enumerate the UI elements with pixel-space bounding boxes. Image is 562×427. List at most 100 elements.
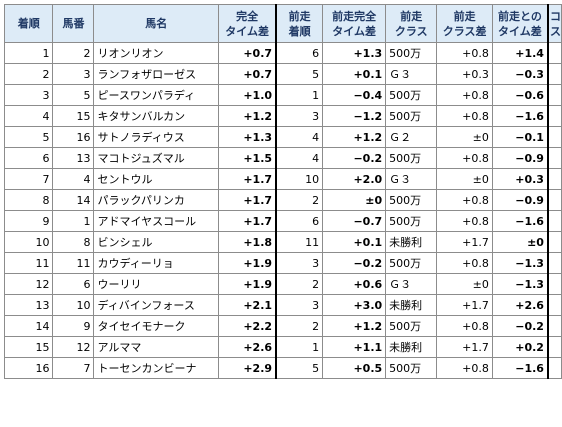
prev-class-cell: 500万: [385, 84, 438, 106]
prev-class-cell: 500万: [385, 357, 438, 379]
prev-rank-cell: 2: [275, 315, 324, 337]
prev-class-diff-cell: +0.8: [436, 357, 493, 379]
prev-full-time-diff-cell: −0.2: [322, 147, 387, 169]
prev-class-diff-cell: ±0: [436, 273, 493, 295]
prev-full-time-diff-cell: +1.3: [322, 42, 387, 64]
prev-time-diff-cell: −1.6: [491, 105, 549, 127]
prev-rank-cell: 2: [275, 189, 324, 211]
extra-cut-cell: [546, 42, 562, 64]
rank-cell: 8: [3, 189, 54, 211]
horse-name-cell: タイセイモナーク: [93, 315, 220, 337]
full-time-diff-cell: +2.2: [218, 315, 277, 337]
results-body: 1 2 リオンリオン +0.7 6 +1.3 500万 +0.8 +1.4 2 3 ランフォザローゼス…: [3, 42, 562, 379]
prev-full-time-diff-cell: +1.2: [322, 315, 387, 337]
prev-time-diff-cell: −0.6: [491, 84, 549, 106]
extra-cut-cell: [546, 336, 562, 358]
full-time-diff-cell: +1.7: [218, 168, 277, 190]
extra-cut-cell: [546, 357, 562, 379]
prev-class-cell: 500万: [385, 42, 438, 64]
prev-time-diff-cell: −0.3: [491, 63, 549, 85]
horse-number-cell: 15: [52, 105, 95, 127]
extra-cut-cell: [546, 189, 562, 211]
horse-number-cell: 5: [52, 84, 95, 106]
header-prev-class-diff: 前走 クラス差: [436, 4, 493, 43]
horse-name-cell: ピースワンパラディ: [93, 84, 220, 106]
horse-name-cell: アドマイヤスコール: [93, 210, 220, 232]
horse-name-cell: トーセンカンビーナ: [93, 357, 220, 379]
full-time-diff-cell: +0.7: [218, 42, 277, 64]
extra-cut-cell: [546, 231, 562, 253]
extra-cut-cell: [546, 210, 562, 232]
prev-class-diff-cell: +1.7: [436, 336, 493, 358]
prev-time-diff-cell: +0.3: [491, 168, 549, 190]
prev-class-diff-cell: +0.8: [436, 105, 493, 127]
prev-time-diff-cell: −0.9: [491, 189, 549, 211]
horse-name-cell: サトノラディウス: [93, 126, 220, 148]
extra-cut-cell: [546, 273, 562, 295]
rank-cell: 11: [3, 252, 54, 274]
rank-cell: 16: [3, 357, 54, 379]
rank-cell: 15: [3, 336, 54, 358]
horse-number-cell: 14: [52, 189, 95, 211]
full-time-diff-cell: +1.7: [218, 210, 277, 232]
rank-cell: 5: [3, 126, 54, 148]
prev-class-diff-cell: +0.8: [436, 147, 493, 169]
prev-class-cell: 500万: [385, 105, 438, 127]
full-time-diff-cell: +1.8: [218, 231, 277, 253]
prev-class-cell: 500万: [385, 147, 438, 169]
prev-time-diff-cell: −1.6: [491, 210, 549, 232]
prev-class-diff-cell: ±0: [436, 168, 493, 190]
rank-cell: 4: [3, 105, 54, 127]
prev-rank-cell: 4: [275, 147, 324, 169]
full-time-diff-cell: +2.6: [218, 336, 277, 358]
full-time-diff-cell: +1.0: [218, 84, 277, 106]
horse-number-cell: 13: [52, 147, 95, 169]
horse-number-cell: 8: [52, 231, 95, 253]
table-row: 7 4 セントウル +1.7 10 +2.0 Ｇ３ ±0 +0.3: [3, 168, 562, 190]
header-prev-class-line2: クラス: [394, 24, 428, 38]
extra-cut-cell: [546, 84, 562, 106]
horse-number-cell: 6: [52, 273, 95, 295]
horse-name-cell: キタサンバルカン: [93, 105, 220, 127]
prev-full-time-diff-cell: +2.0: [322, 168, 387, 190]
prev-rank-cell: 10: [275, 168, 324, 190]
rank-cell: 9: [3, 210, 54, 232]
prev-rank-cell: 1: [275, 84, 324, 106]
header-prev-full-time-diff-line2: タイム差: [332, 24, 377, 38]
header-prev-rank-line1: 前走: [288, 9, 311, 23]
prev-class-diff-cell: +0.8: [436, 315, 493, 337]
rank-cell: 10: [3, 231, 54, 253]
header-extra-cut: コス: [546, 4, 562, 43]
header-full-time-diff-line2: タイム差: [225, 24, 269, 38]
prev-full-time-diff-cell: −0.2: [322, 252, 387, 274]
header-full-time-diff-line1: 完全: [236, 9, 259, 23]
table-row: 10 8 ビンシェル +1.8 11 +0.1 未勝利 +1.7 ±0: [3, 231, 562, 253]
horse-number-cell: 10: [52, 294, 95, 316]
prev-rank-cell: 11: [275, 231, 324, 253]
race-results-table: 着順 馬番 馬名 完全 タイム差 前走 着順 前走完全 タイム差 前走 クラス 前走 クラ…: [3, 4, 562, 379]
prev-class-cell: 500万: [385, 210, 438, 232]
prev-full-time-diff-cell: +1.1: [322, 336, 387, 358]
horse-number-cell: 4: [52, 168, 95, 190]
full-time-diff-cell: +1.2: [218, 105, 277, 127]
rank-cell: 6: [3, 147, 54, 169]
table-row: 6 13 マコトジュズマル +1.5 4 −0.2 500万 +0.8 −0.9: [3, 147, 562, 169]
horse-name-cell: ウーリリ: [93, 273, 220, 295]
table-row: 5 16 サトノラディウス +1.3 4 +1.2 Ｇ２ ±0 −0.1: [3, 126, 562, 148]
rank-cell: 3: [3, 84, 54, 106]
prev-full-time-diff-cell: ±0: [322, 189, 387, 211]
table-row: 9 1 アドマイヤスコール +1.7 6 −0.7 500万 +0.8 −1.6: [3, 210, 562, 232]
prev-rank-cell: 3: [275, 294, 324, 316]
table-row: 4 15 キタサンバルカン +1.2 3 −1.2 500万 +0.8 −1.6: [3, 105, 562, 127]
header-prev-rank: 前走 着順: [275, 4, 324, 43]
horse-name-cell: ディバインフォース: [93, 294, 220, 316]
prev-time-diff-cell: +0.2: [491, 336, 549, 358]
prev-time-diff-cell: −1.3: [491, 252, 549, 274]
extra-cut-cell: [546, 126, 562, 148]
rank-cell: 12: [3, 273, 54, 295]
prev-time-diff-cell: ±0: [491, 231, 549, 253]
prev-rank-cell: 5: [275, 357, 324, 379]
prev-time-diff-cell: +2.6: [491, 294, 549, 316]
header-row: 着順 馬番 馬名 完全 タイム差 前走 着順 前走完全 タイム差 前走 クラス 前走 クラ…: [3, 4, 562, 43]
prev-time-diff-cell: −1.6: [491, 357, 549, 379]
